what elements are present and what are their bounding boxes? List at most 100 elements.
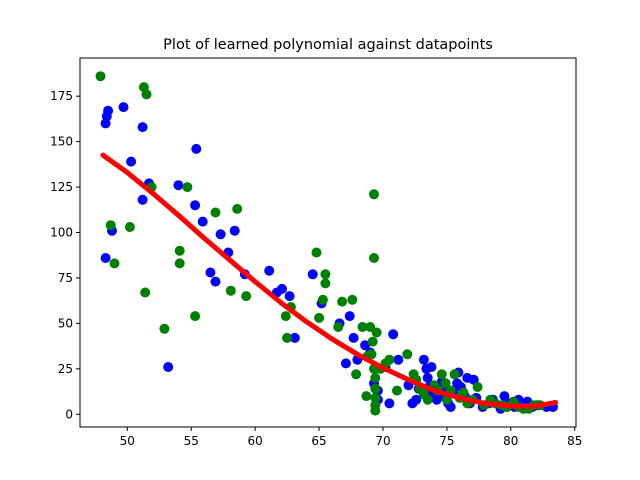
data-point <box>140 287 151 298</box>
data-point <box>215 229 226 240</box>
line-vertex <box>508 403 514 409</box>
y-tick-label: 25 <box>58 362 73 376</box>
line-vertex <box>201 235 207 241</box>
data-point <box>449 369 460 380</box>
line-vertex <box>406 377 411 383</box>
line-vertex <box>354 351 360 357</box>
data-point <box>422 372 433 383</box>
line-vertex <box>175 212 181 218</box>
data-point <box>426 362 437 372</box>
y-tick-label: 175 <box>50 89 73 103</box>
x-tick-label: 65 <box>311 434 326 448</box>
data-point <box>197 216 208 227</box>
data-point <box>418 354 429 365</box>
data-point <box>388 329 399 340</box>
line-vertex <box>329 336 335 342</box>
data-point <box>422 394 433 405</box>
data-point <box>320 278 331 289</box>
line-vertex <box>100 152 106 158</box>
axes-frame <box>79 57 577 428</box>
data-point <box>370 392 381 403</box>
data-point <box>210 276 221 287</box>
x-axis: 50 55 60 65 70 75 80 85 <box>120 427 582 448</box>
y-tick-label: 125 <box>50 180 73 194</box>
line-vertex <box>431 388 437 394</box>
x-tick-label: 55 <box>184 434 199 448</box>
x-tick-label: 75 <box>439 434 454 448</box>
data-point <box>210 207 221 218</box>
data-point <box>370 405 381 416</box>
data-point <box>340 358 351 369</box>
data-point <box>109 258 120 269</box>
data-point <box>317 294 328 305</box>
line-vertex <box>380 365 386 371</box>
line-vertex <box>227 257 233 263</box>
data-point <box>344 311 355 322</box>
x-tick-label: 70 <box>375 434 390 448</box>
data-point <box>360 340 371 351</box>
line-vertex <box>482 400 488 406</box>
x-tick-label: 80 <box>503 434 518 448</box>
data-point <box>348 332 359 343</box>
data-point <box>174 245 185 256</box>
x-tick-label: 60 <box>247 434 262 448</box>
line-vertex <box>457 395 463 401</box>
line-vertex <box>553 400 558 405</box>
data-point <box>137 122 148 133</box>
data-point <box>229 225 240 236</box>
data-point <box>440 378 451 389</box>
data-point <box>311 247 322 258</box>
data-point <box>384 398 395 409</box>
data-point <box>118 102 129 113</box>
y-axis: 0 25 50 75 100 125 150 175 <box>50 89 80 421</box>
data-point <box>173 180 184 191</box>
line-vertex <box>533 403 539 409</box>
data-point <box>347 294 358 305</box>
x-tick-label: 85 <box>567 434 582 448</box>
data-point <box>384 354 395 365</box>
data-point <box>137 194 148 205</box>
plot-area <box>95 71 558 416</box>
data-point <box>163 362 174 372</box>
data-point <box>436 369 447 380</box>
data-point <box>284 291 295 302</box>
data-point <box>370 372 381 383</box>
data-point <box>95 71 106 82</box>
line-vertex <box>150 190 156 196</box>
data-point <box>289 332 300 343</box>
data-point <box>366 349 377 360</box>
data-point <box>105 220 116 231</box>
data-point <box>126 156 137 167</box>
line-vertex <box>252 279 258 285</box>
y-tick-label: 100 <box>50 226 73 240</box>
data-point <box>472 382 483 392</box>
data-point <box>190 311 201 322</box>
data-point <box>370 383 381 394</box>
data-point <box>159 323 170 334</box>
data-point <box>282 332 293 343</box>
data-point <box>182 182 193 193</box>
data-point <box>205 267 216 278</box>
data-point <box>369 189 379 200</box>
data-point <box>337 296 348 307</box>
y-tick-label: 0 <box>65 407 73 421</box>
line-vertex <box>303 319 309 325</box>
y-tick-label: 150 <box>50 135 73 149</box>
chart-title: Plot of learned polynomial against datap… <box>163 37 493 53</box>
data-point <box>307 269 318 280</box>
x-tick-label: 50 <box>120 434 135 448</box>
data-point <box>333 322 344 332</box>
data-point <box>191 143 202 154</box>
data-point <box>225 285 236 296</box>
data-point <box>241 291 252 302</box>
data-point <box>100 253 111 263</box>
data-point <box>320 269 331 280</box>
data-point <box>351 369 362 380</box>
data-point <box>174 258 185 269</box>
y-tick-label: 75 <box>58 271 73 285</box>
data-point <box>232 203 243 214</box>
data-point <box>314 312 325 323</box>
data-point <box>190 200 201 211</box>
